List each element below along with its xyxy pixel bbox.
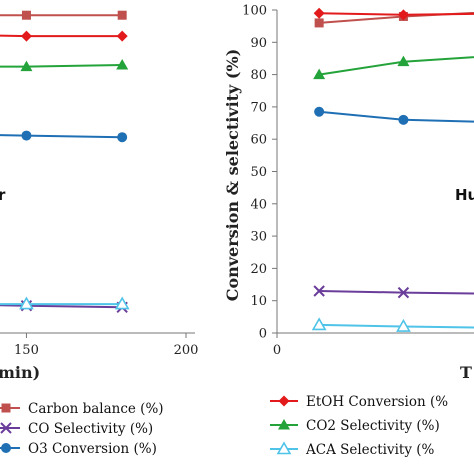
data-point [313, 68, 326, 80]
x-tick-label: 150 [14, 343, 39, 358]
legend-label: CO Selectivity (%) [28, 421, 153, 437]
series-line [0, 64, 123, 68]
series-co2-selectivity [313, 55, 474, 80]
data-point [116, 58, 129, 70]
series-etoh-conversion [313, 7, 474, 21]
series-line [319, 11, 474, 24]
legend-label: CO2 Selectivity (%) [306, 418, 440, 434]
right-annotation: Hu [455, 186, 474, 204]
series-line [319, 323, 474, 329]
legend-label: EtOH Conversion (% [306, 394, 448, 410]
left-x-axis-label: min) [0, 363, 40, 382]
right-y-ticks: 0 10 20 30 40 50 60 70 80 90 100 [242, 4, 277, 342]
y-tick-label: 20 [250, 262, 267, 277]
legend-item: EtOH Conversion (% [270, 394, 448, 410]
y-tick-label: 90 [250, 36, 267, 51]
x-tick-label: 0 [273, 343, 281, 358]
legend-item: CO2 Selectivity (%) [270, 418, 440, 434]
series-aca-selectivity [311, 317, 474, 332]
series-carbon-balance [0, 10, 127, 20]
legend-marker [1, 403, 11, 413]
data-point [21, 130, 32, 141]
series-o3-conversion [0, 130, 128, 143]
data-point [117, 10, 127, 20]
right-y-axis-label: Conversion & selectivity (%) [223, 49, 242, 302]
right-series [311, 7, 474, 332]
data-point [19, 296, 34, 310]
y-tick-label: 10 [250, 294, 267, 309]
data-point [314, 106, 325, 117]
left-chart: 150 200 r min) [0, 10, 198, 382]
y-tick-label: 60 [250, 133, 267, 148]
y-tick-label: 100 [242, 4, 267, 19]
series-line [0, 34, 123, 38]
data-point [396, 318, 411, 332]
series-etoh-conversion [0, 30, 128, 42]
series-line [0, 134, 123, 139]
series-line [319, 290, 474, 295]
data-point [20, 30, 32, 42]
data-point [311, 317, 327, 331]
series-line [319, 110, 474, 123]
legend-item: CO Selectivity (%) [0, 421, 153, 437]
legend-marker [1, 443, 11, 453]
legend-marker [278, 419, 290, 430]
legend-left: Carbon balance (%) CO Selectivity (%) O3 C… [0, 401, 164, 457]
data-point [398, 114, 409, 125]
legend-label: Carbon balance (%) [28, 401, 164, 417]
right-chart: 0 10 20 30 40 50 60 70 80 90 100 050 Hu Conversion… [223, 4, 474, 382]
legend-label: O3 Conversion (%) [28, 441, 157, 457]
data-point [314, 18, 324, 28]
y-tick-label: 80 [250, 68, 267, 83]
left-x-ticks: 150 200 [14, 333, 198, 358]
data-point [397, 286, 410, 299]
data-point [114, 296, 130, 310]
legend-item: Carbon balance (%) [0, 401, 164, 417]
legend-marker [0, 422, 12, 434]
legend-marker [278, 395, 290, 407]
series-aca-selectivity [0, 296, 130, 310]
legend-label: ACA Selectivity (% [305, 442, 435, 458]
right-x-axis-label: T [460, 363, 472, 382]
right-x-ticks: 050 [273, 333, 281, 358]
series-co-selectivity [313, 285, 474, 299]
series-co-selectivity [0, 300, 128, 314]
legend-marker [276, 441, 292, 455]
data-point [397, 55, 410, 67]
x-tick-label: 200 [174, 343, 199, 358]
y-tick-label: 40 [250, 197, 267, 212]
series-line [0, 304, 123, 309]
legend-right: EtOH Conversion (% CO2 Selectivity (%) ACA… [270, 394, 448, 458]
data-point [21, 10, 31, 20]
data-point [313, 285, 325, 297]
y-tick-label: 30 [250, 230, 267, 245]
y-tick-label: 50 [250, 165, 267, 180]
series-o3-conversion [314, 106, 474, 125]
legend-item: O3 Conversion (%) [0, 441, 157, 457]
series-line [318, 56, 474, 76]
data-point [313, 7, 325, 19]
data-point [116, 30, 128, 42]
left-series [0, 10, 130, 314]
data-point [117, 132, 128, 143]
legend-item: ACA Selectivity (% [270, 441, 435, 458]
series-co2-selectivity [0, 58, 129, 72]
left-annotation: r [0, 186, 6, 204]
y-tick-label: 0 [259, 327, 267, 342]
data-point [20, 60, 33, 72]
series-carbon-balance [314, 11, 474, 28]
series-line [319, 12, 474, 16]
y-tick-label: 70 [250, 100, 267, 115]
data-point [397, 9, 409, 21]
